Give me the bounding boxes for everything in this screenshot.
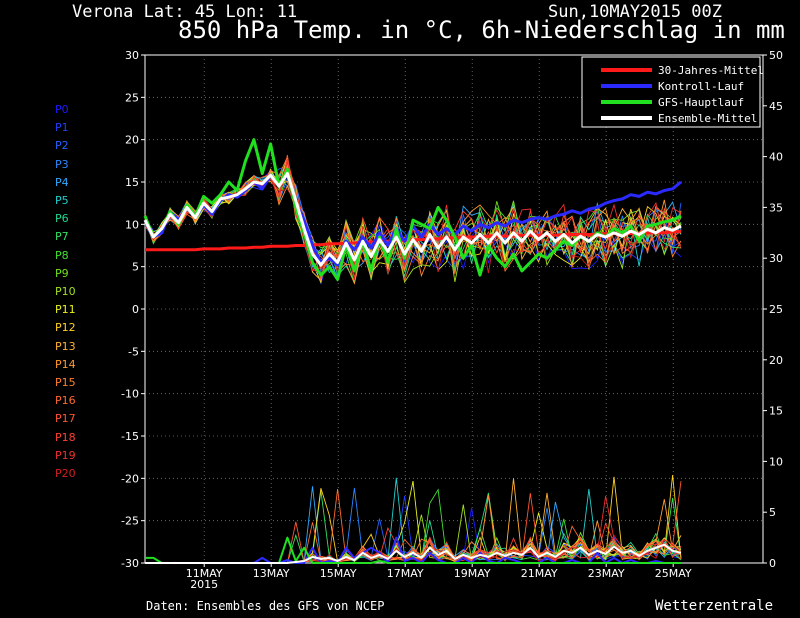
member-label: P17 bbox=[55, 412, 76, 426]
member-label: P16 bbox=[55, 394, 76, 408]
station-location: Verona Lat: 45 Lon: 11 bbox=[72, 2, 298, 22]
member-label: P12 bbox=[55, 321, 76, 335]
y-left-tick-label: 30 bbox=[125, 49, 139, 62]
member-label: P14 bbox=[55, 357, 76, 371]
y-right-tick-label: 15 bbox=[769, 405, 783, 418]
member-label: P20 bbox=[55, 467, 76, 481]
y-right-tick-label: 20 bbox=[769, 354, 783, 367]
ensemble-member-list: P0 P1 P2 P3 P4 P5 P6 P7 P8 P9 P10 P11 P12 P13 P14 P15 P1… bbox=[55, 101, 76, 483]
legend: 30-Jahres-Mittel Kontroll-Lauf GFS-Hauptla… bbox=[581, 56, 764, 128]
member-label: P4 bbox=[55, 175, 69, 189]
series-line bbox=[143, 172, 682, 267]
x-tick-label: 13MAY bbox=[253, 567, 290, 580]
legend-label: Ensemble-Mittel bbox=[658, 112, 757, 125]
y-right-tick-label: 0 bbox=[769, 557, 776, 570]
run-date: Sun,10MAY2015 00Z bbox=[548, 2, 722, 22]
member-label: P9 bbox=[55, 266, 69, 280]
x-tick-label: 2015 bbox=[190, 578, 218, 591]
member-label: P1 bbox=[55, 121, 69, 135]
y-right-tick-label: 30 bbox=[769, 252, 783, 265]
grid bbox=[145, 55, 763, 563]
brand: Wetterzentrale bbox=[655, 598, 774, 614]
y-left-tick-label: 15 bbox=[125, 176, 139, 189]
y-left-tick-label: 20 bbox=[125, 134, 139, 147]
member-label: P6 bbox=[55, 212, 69, 226]
y-left-tick-label: -5 bbox=[128, 345, 139, 358]
legend-label: Kontroll-Lauf bbox=[658, 80, 744, 93]
y-left-tick-label: 5 bbox=[132, 261, 139, 274]
axis-ticks: 302520151050-5-10-15-20-25-3050454035302… bbox=[121, 49, 783, 591]
series-line bbox=[145, 543, 682, 564]
member-label: P2 bbox=[55, 139, 69, 153]
y-left-tick-label: -25 bbox=[121, 515, 139, 528]
member-label: P11 bbox=[55, 303, 76, 317]
member-label: P13 bbox=[55, 339, 76, 353]
x-tick-label: 21MAY bbox=[521, 567, 558, 580]
x-tick-label: 15MAY bbox=[320, 567, 357, 580]
x-tick-label: 25MAY bbox=[655, 567, 692, 580]
member-label: P0 bbox=[55, 103, 69, 116]
member-label: P8 bbox=[55, 248, 69, 262]
y-left-tick-label: -20 bbox=[121, 472, 139, 485]
y-left-tick-label: 25 bbox=[125, 91, 139, 104]
member-label: P7 bbox=[55, 230, 69, 244]
y-right-tick-label: 5 bbox=[769, 506, 776, 519]
y-left-tick-label: -15 bbox=[121, 430, 139, 443]
member-label: P5 bbox=[55, 194, 69, 208]
member-label: P19 bbox=[55, 448, 76, 462]
main-series bbox=[143, 138, 682, 564]
y-right-tick-label: 50 bbox=[769, 49, 783, 62]
legend-label: GFS-Hauptlauf bbox=[658, 96, 744, 109]
y-right-tick-label: 40 bbox=[769, 151, 783, 164]
y-left-tick-label: 0 bbox=[132, 303, 139, 316]
y-right-tick-label: 45 bbox=[769, 100, 783, 113]
y-left-tick-label: -30 bbox=[121, 557, 139, 570]
y-right-tick-label: 35 bbox=[769, 201, 783, 214]
member-temp-line bbox=[144, 179, 682, 281]
y-right-tick-label: 10 bbox=[769, 455, 783, 468]
y-left-tick-label: -10 bbox=[121, 388, 139, 401]
chart-title: 850 hPa Temp. in °C, 6h-Niederschlag in … bbox=[178, 16, 785, 44]
y-right-tick-label: 25 bbox=[769, 303, 783, 316]
member-label: P15 bbox=[55, 376, 76, 390]
data-source: Daten: Ensembles des GFS von NCEP bbox=[146, 599, 385, 613]
x-tick-label: 23MAY bbox=[588, 567, 625, 580]
x-tick-label: 11MAY bbox=[186, 567, 223, 580]
member-label: P10 bbox=[55, 285, 76, 299]
x-tick-label: 19MAY bbox=[454, 567, 491, 580]
member-label: P18 bbox=[55, 430, 76, 444]
member-label: P3 bbox=[55, 157, 69, 171]
x-tick-label: 17MAY bbox=[387, 567, 424, 580]
y-left-tick-label: 10 bbox=[125, 218, 139, 231]
legend-label: 30-Jahres-Mittel bbox=[658, 64, 764, 77]
